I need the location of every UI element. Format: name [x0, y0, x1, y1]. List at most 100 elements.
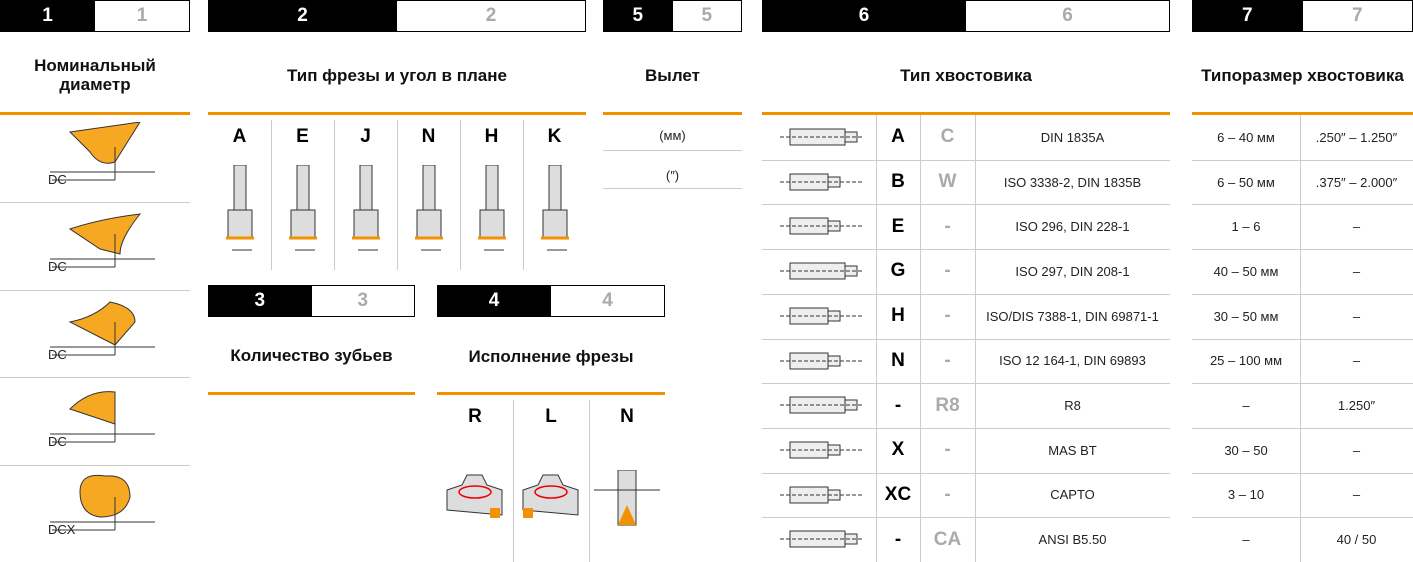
shank-code-alt: W — [938, 171, 957, 193]
diameter-label: DC — [48, 433, 67, 449]
shank-code: XC — [884, 483, 912, 505]
divider — [208, 392, 415, 395]
hand-icon — [522, 474, 579, 518]
cutter-type: E — [296, 126, 309, 147]
shank-code-alt: - — [944, 349, 951, 371]
row-line — [1192, 472, 1413, 474]
section-number-ghost: 2 — [397, 0, 586, 32]
size-metric: 3 – 10 — [1227, 487, 1265, 503]
divider — [437, 392, 665, 395]
row-line — [762, 249, 1170, 251]
size-inch: .375″ – 2.000″ — [1315, 174, 1398, 190]
size-inch: – — [1352, 442, 1361, 458]
shank-icon — [780, 173, 863, 191]
section-number-ghost: 3 — [311, 285, 415, 317]
shank-code-alt: - — [944, 483, 951, 505]
section-number-ghost: 1 — [95, 0, 190, 32]
cutter-icon — [541, 165, 569, 251]
shank-code-alt: - — [944, 439, 951, 461]
shank-icon — [780, 486, 863, 504]
size-metric: 1 – 6 — [1231, 219, 1261, 235]
col-line — [334, 120, 335, 270]
row-line — [1192, 338, 1413, 340]
row-line — [762, 293, 1170, 295]
size-metric: – — [1242, 398, 1250, 414]
row-line — [762, 427, 1170, 429]
size-metric: 6 – 50 мм — [1217, 174, 1275, 190]
shank-code: H — [891, 305, 905, 327]
section-number: 5 — [603, 0, 673, 32]
cutter-type: J — [360, 126, 371, 147]
diameter-icon — [50, 213, 155, 268]
shank-code-alt: R8 — [935, 394, 960, 416]
size-inch: – — [1352, 308, 1361, 324]
size-inch: – — [1352, 353, 1361, 369]
section-number-ghost: 7 — [1302, 0, 1413, 32]
shank-standard: ISO 12 164-1, DIN 69893 — [999, 353, 1146, 369]
shank-standard: CAPTO — [1050, 487, 1095, 503]
row-line — [0, 202, 190, 203]
row-line — [1192, 249, 1413, 251]
row-line — [762, 159, 1170, 161]
col-line — [397, 120, 398, 270]
row-line — [762, 204, 1170, 206]
divider — [762, 112, 1170, 115]
row-line — [1192, 427, 1413, 429]
size-metric: 30 – 50 — [1224, 442, 1268, 458]
section-title: Количество зубьев — [230, 345, 393, 365]
size-metric: 30 – 50 мм — [1213, 308, 1279, 324]
col-line — [589, 400, 590, 562]
section-number-ghost: 6 — [966, 0, 1170, 32]
row-line — [603, 188, 742, 189]
divider — [603, 112, 742, 115]
shank-icon — [780, 530, 863, 548]
row-line — [0, 377, 190, 378]
cutter-icon — [415, 165, 443, 251]
size-metric: 25 – 100 мм — [1209, 353, 1283, 369]
shank-standard: ISO 297, DIN 208-1 — [1015, 263, 1130, 279]
diameter-icon — [50, 391, 155, 443]
hand-icon — [446, 474, 503, 518]
cutter-type: K — [547, 126, 562, 147]
section-title: Исполнение фрезы — [468, 346, 634, 366]
size-inch: 40 / 50 — [1336, 532, 1377, 548]
shank-code: B — [891, 171, 905, 193]
shank-code: - — [894, 394, 902, 416]
section-number-ghost: 5 — [672, 0, 742, 32]
cutter-type: H — [484, 126, 499, 147]
shank-icon — [780, 128, 863, 146]
col-line — [513, 400, 514, 562]
row-line — [1192, 293, 1413, 295]
shank-code-alt: CA — [933, 528, 962, 550]
size-metric: 6 – 40 мм — [1217, 129, 1275, 145]
shank-code-alt: - — [944, 215, 951, 237]
row-line — [1192, 517, 1413, 519]
shank-icon — [780, 396, 863, 414]
cutter-icon — [226, 165, 254, 251]
size-inch: – — [1352, 263, 1361, 279]
divider — [0, 112, 190, 115]
shank-code-alt: - — [944, 260, 951, 282]
shank-code: X — [891, 439, 905, 461]
row-line — [1192, 159, 1413, 161]
unit: (мм) — [659, 127, 686, 143]
hand-icon — [594, 470, 660, 526]
diameter-icon — [50, 301, 155, 356]
cutter-icon — [478, 165, 506, 251]
shank-code: N — [891, 349, 905, 371]
row-line — [762, 383, 1170, 385]
divider — [1192, 112, 1413, 115]
col-line — [271, 120, 272, 270]
row-line — [1192, 383, 1413, 385]
shank-code-alt: C — [940, 126, 955, 148]
section-title: Тип хвостовика — [900, 65, 1032, 85]
row-line — [762, 472, 1170, 474]
section-title: Вылет — [645, 65, 700, 85]
shank-standard: ANSI B5.50 — [1038, 532, 1107, 548]
shank-standard: DIN 1835A — [1040, 129, 1105, 145]
size-inch: 1.250″ — [1337, 398, 1376, 414]
shank-standard: ISO 3338-2, DIN 1835B — [1003, 174, 1142, 190]
size-metric: – — [1242, 532, 1250, 548]
